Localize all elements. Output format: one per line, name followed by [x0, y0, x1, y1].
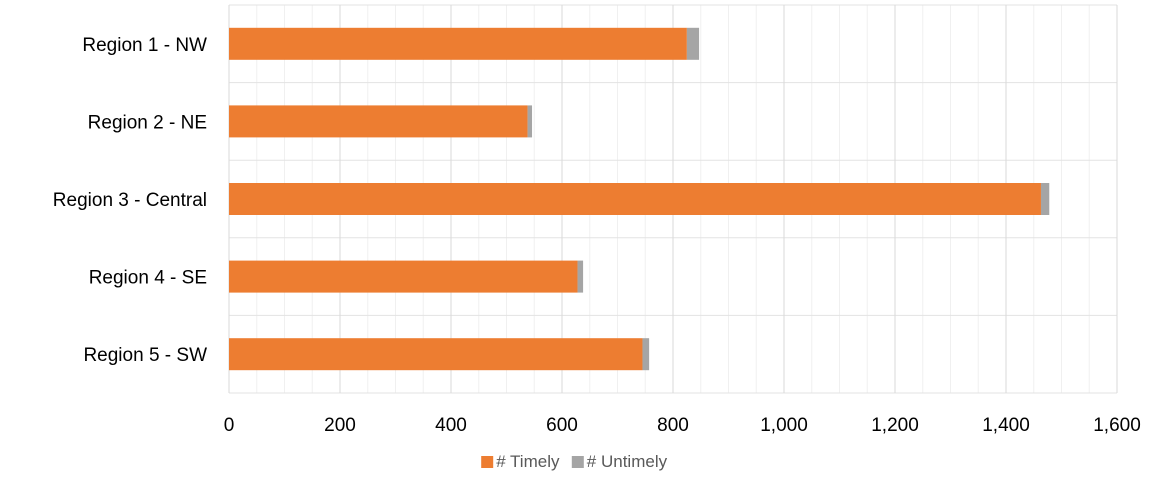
- category-labels: Region 1 - NW Region 2 - NE Region 3 - Cen…: [53, 35, 207, 366]
- bar-timely: [229, 105, 528, 138]
- category-label: Region 2 - NE: [88, 112, 207, 133]
- bar-untimely: [686, 27, 700, 60]
- category-label: Region 3 - Central: [53, 190, 207, 211]
- bar-untimely: [642, 338, 650, 371]
- category-label: Region 4 - SE: [89, 268, 207, 289]
- x-tick-label: 0: [224, 415, 235, 436]
- x-tick-label: 1,000: [760, 415, 808, 436]
- x-tick-label: 600: [546, 415, 578, 436]
- x-tick-label: 400: [435, 415, 467, 436]
- legend-label: # Timely: [496, 452, 560, 471]
- x-tick-label: 1,400: [982, 415, 1030, 436]
- x-tick-label: 1,600: [1093, 415, 1141, 436]
- category-label: Region 1 - NW: [82, 35, 207, 56]
- category-label: Region 5 - SW: [83, 345, 207, 366]
- legend-swatch: [481, 456, 494, 468]
- x-tick-label: 800: [657, 415, 689, 436]
- x-tick-label: 1,200: [871, 415, 919, 436]
- legend-swatch: [571, 456, 584, 468]
- bar-untimely: [527, 105, 533, 138]
- bar-untimely: [1040, 183, 1050, 215]
- bar-untimely: [577, 260, 584, 293]
- bar-timely: [229, 260, 578, 293]
- bar-timely: [229, 183, 1041, 215]
- legend: # Timely # Untimely: [481, 452, 668, 471]
- x-axis-tick-labels: 0 200 400 600 800 1,000 1,200 1,400 1,600: [224, 415, 1141, 436]
- bar-timely: [229, 27, 687, 60]
- bar-timely: [229, 338, 643, 371]
- legend-label: # Untimely: [587, 452, 668, 471]
- bars-layer: [229, 27, 1050, 371]
- x-tick-label: 200: [324, 415, 356, 436]
